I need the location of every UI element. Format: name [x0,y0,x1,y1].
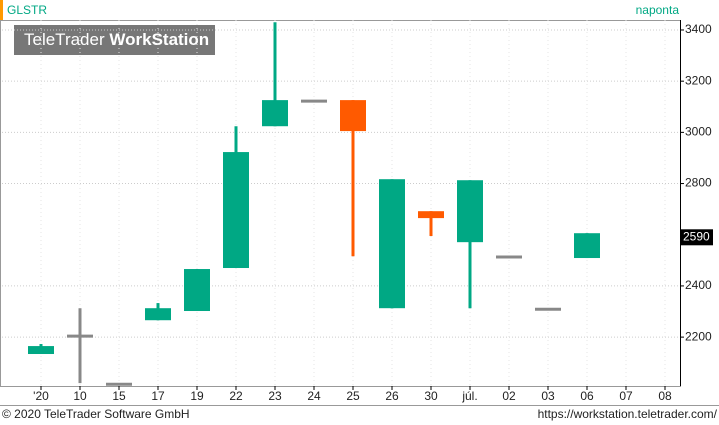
y-tick-label: 2800 [685,176,712,190]
x-tick-label: 15 [112,389,126,403]
last-price-box [681,229,713,246]
x-tick-label: 23 [268,389,282,403]
y-tick-label: 2200 [685,329,712,343]
y-tick-label: 3000 [685,125,712,139]
x-tick-label: 07 [619,389,633,403]
logo-text: TeleTrader WorkStation [24,30,209,49]
y-tick-label: 2400 [685,278,712,292]
x-tick-label: 30 [424,389,438,403]
candle-body [379,179,405,309]
x-tick-label: 03 [541,389,555,403]
chart-subtitle: naponta [636,3,680,17]
candle-body [145,308,171,321]
x-tick-label: 10 [73,389,87,403]
x-tick-label: 19 [190,389,204,403]
last-price-label: 2590 [683,229,710,243]
candle-body [418,211,444,219]
url: https://workstation.teletrader.com/ [538,407,718,421]
x-tick-label: 24 [307,389,321,403]
y-tick-label: 3200 [685,73,712,87]
x-tick-label: 25 [346,389,360,403]
candle-body [223,152,249,269]
x-tick-label: 08 [658,389,672,403]
candle-body [184,269,210,312]
copyright: © 2020 TeleTrader Software GmbH [2,407,190,421]
candle-body [574,233,600,259]
candle-body [340,100,366,132]
candle-body [457,180,483,243]
y-tick-label: 3400 [685,22,712,36]
candle-body [28,346,54,355]
x-tick-label: 02 [502,389,516,403]
x-tick-label: 17 [151,389,165,403]
x-tick-label: 26 [385,389,399,403]
x-tick-label: júl. [461,389,477,403]
chart-title: GLSTR [7,3,47,17]
x-tick-label: 22 [229,389,243,403]
x-tick-label: 06 [580,389,594,403]
x-tick-label: '20 [33,389,49,403]
candle-body [262,100,288,127]
header-accent [0,0,3,20]
